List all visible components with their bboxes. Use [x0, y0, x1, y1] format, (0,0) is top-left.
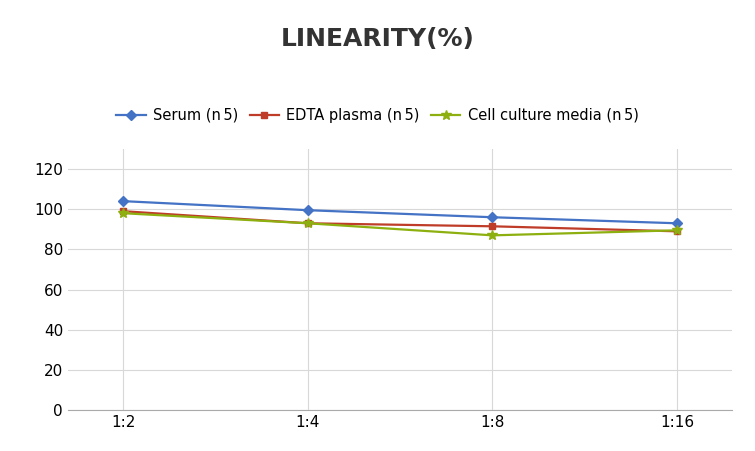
Legend: Serum (n 5), EDTA plasma (n 5), Cell culture media (n 5): Serum (n 5), EDTA plasma (n 5), Cell cul… [110, 102, 645, 129]
Text: LINEARITY(%): LINEARITY(%) [281, 27, 474, 51]
